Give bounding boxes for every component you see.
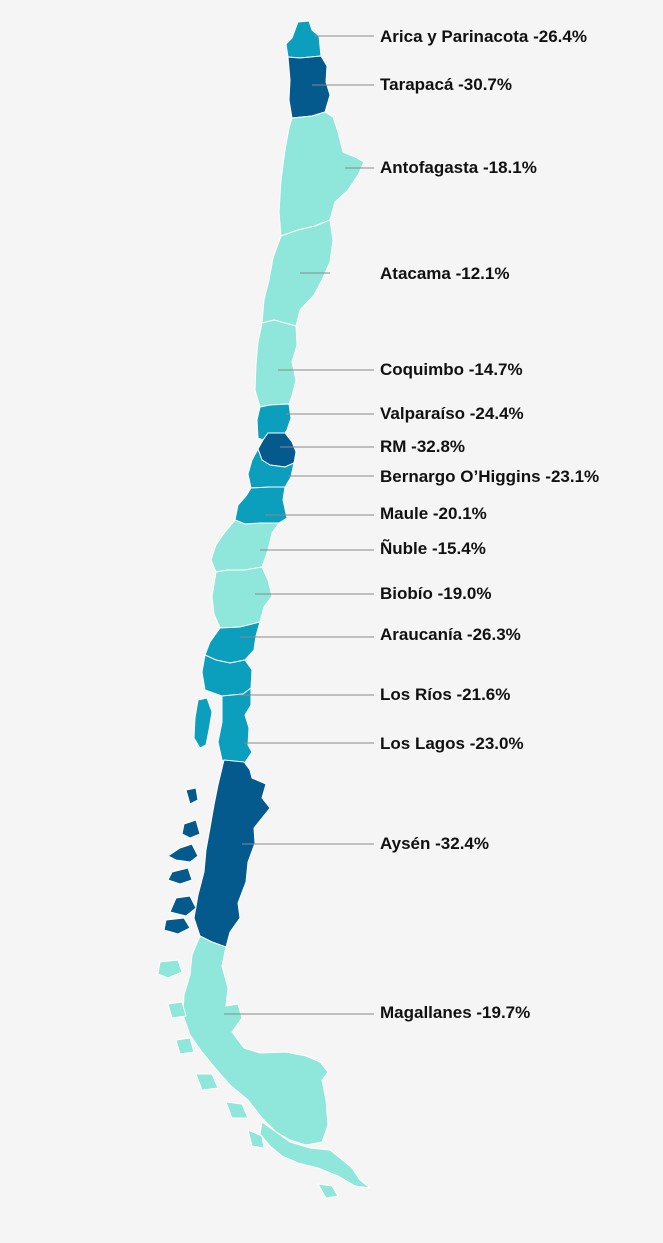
label-nuble: Ñuble -15.4%	[380, 538, 486, 558]
label-valparaiso: Valparaíso -24.4%	[380, 404, 524, 423]
region-magallanes[interactable]	[182, 935, 329, 1146]
label-coquimbo: Coquimbo -14.7%	[380, 360, 523, 379]
region-loslagos[interactable]	[217, 687, 253, 768]
region-aysen-island[interactable]	[163, 917, 191, 935]
region-magallanes-island[interactable]	[167, 1001, 187, 1019]
label-tarapaca: Tarapacá -30.7%	[380, 75, 512, 94]
label-maule: Maule -20.1%	[380, 504, 487, 523]
label-losrios: Los Ríos -21.6%	[380, 685, 510, 704]
region-biobio[interactable]	[211, 566, 273, 629]
label-loslagos: Los Lagos -23.0%	[380, 734, 524, 753]
region-magallanes-island[interactable]	[317, 1183, 339, 1199]
region-nuble[interactable]	[210, 519, 280, 573]
region-aysen-island[interactable]	[169, 895, 197, 917]
label-araucania: Araucanía -26.3%	[380, 625, 521, 644]
region-magallanes-island[interactable]	[225, 1101, 249, 1119]
region-magallanes-island[interactable]	[175, 1037, 195, 1055]
region-tarapaca[interactable]	[287, 55, 331, 119]
region-magallanes-fuego[interactable]	[259, 1121, 371, 1189]
region-atacama[interactable]	[261, 219, 334, 327]
label-biobio: Biobío -19.0%	[380, 584, 491, 603]
region-aysen-island[interactable]	[181, 819, 201, 839]
region-magallanes-island[interactable]	[195, 1073, 219, 1091]
region-loslagos-chiloe[interactable]	[193, 697, 213, 749]
region-ohiggins[interactable]	[247, 448, 295, 489]
region-antofagasta[interactable]	[278, 111, 365, 237]
region-arica[interactable]	[285, 20, 322, 59]
label-aysen: Aysén -32.4%	[380, 834, 489, 853]
label-atacama: Atacama -12.1%	[380, 264, 509, 283]
region-aysen-island[interactable]	[167, 867, 193, 885]
label-rm: RM -32.8%	[380, 437, 465, 456]
label-ohiggins: Bernargo O’Higgins -23.1%	[380, 467, 599, 486]
label-magallanes: Magallanes -19.7%	[380, 1003, 530, 1022]
region-aysen[interactable]	[193, 759, 271, 948]
region-coquimbo[interactable]	[254, 319, 298, 408]
region-aysen-island[interactable]	[167, 843, 199, 863]
region-magallanes-island[interactable]	[157, 959, 183, 979]
region-araucania[interactable]	[204, 621, 261, 664]
label-arica: Arica y Parinacota -26.4%	[380, 27, 587, 46]
region-aysen-island[interactable]	[185, 787, 199, 805]
region-maule[interactable]	[234, 486, 288, 525]
region-magallanes-island[interactable]	[247, 1129, 265, 1149]
label-antofagasta: Antofagasta -18.1%	[380, 158, 537, 177]
